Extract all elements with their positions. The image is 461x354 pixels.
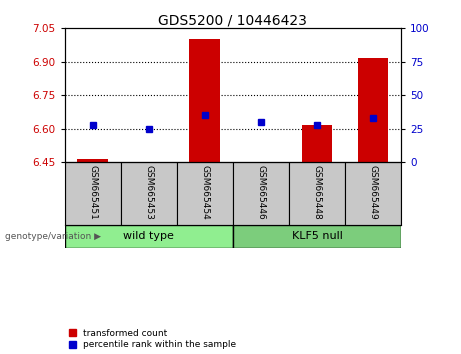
Text: genotype/variation ▶: genotype/variation ▶	[5, 232, 100, 241]
Bar	[301, 125, 332, 162]
Legend: transformed count, percentile rank within the sample: transformed count, percentile rank withi…	[69, 329, 236, 349]
Text: GSM665449: GSM665449	[368, 165, 378, 220]
Bar	[65, 225, 233, 248]
Text: GSM665451: GSM665451	[88, 165, 97, 220]
Bar	[358, 58, 389, 162]
Text: GSM665454: GSM665454	[200, 165, 209, 220]
Bar	[345, 162, 401, 225]
Text: GSM665448: GSM665448	[313, 165, 321, 220]
Text: wild type: wild type	[123, 231, 174, 241]
Bar	[289, 162, 345, 225]
Bar	[233, 225, 401, 248]
Title: GDS5200 / 10446423: GDS5200 / 10446423	[159, 13, 307, 27]
Text: KLF5 null: KLF5 null	[291, 231, 343, 241]
Bar	[121, 162, 177, 225]
Bar	[177, 162, 233, 225]
Bar	[189, 39, 220, 162]
Text: GSM665446: GSM665446	[256, 165, 266, 220]
Bar	[233, 162, 289, 225]
Text: GSM665453: GSM665453	[144, 165, 153, 220]
Bar	[77, 159, 108, 162]
Bar	[65, 162, 121, 225]
